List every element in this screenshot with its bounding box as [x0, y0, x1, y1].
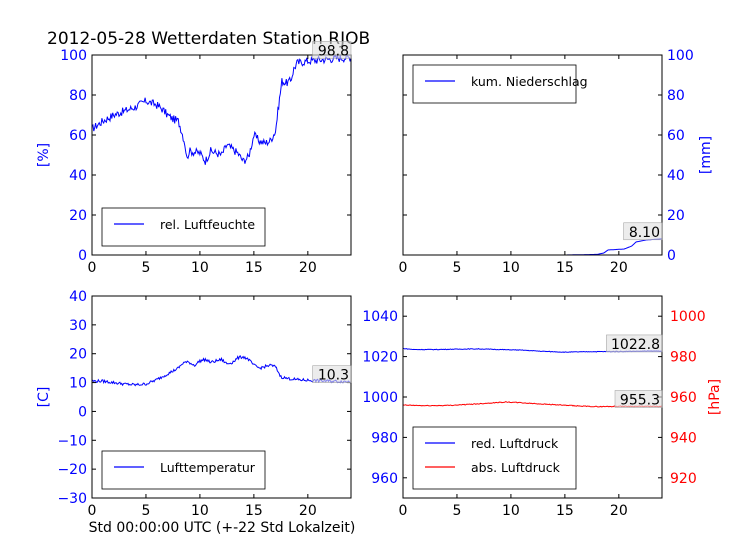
y-tick-label: 80	[667, 88, 685, 104]
y-tick-label: 40	[69, 168, 87, 184]
legend-label: kum. Niederschlag	[471, 74, 588, 89]
series-line-humidity-0	[92, 55, 351, 165]
x-tick-label: 5	[452, 260, 461, 276]
y-tick-label: 960	[371, 471, 398, 487]
legend-precipitation: kum. Niederschlag	[412, 64, 588, 104]
legend-label: Lufttemperatur	[160, 460, 256, 475]
y-axis-label-temperature: [C]	[36, 387, 52, 408]
y-axis-label-precipitation: [mm]	[698, 136, 714, 174]
y-tick-label: 100	[60, 48, 87, 64]
x-tick-label: 5	[141, 260, 150, 276]
x-tick-label: 5	[141, 503, 150, 519]
y-tick-label: 40	[69, 289, 87, 305]
x-tick-label: 0	[88, 503, 97, 519]
legend-box	[412, 64, 577, 104]
panel-precipitation: 0 5 10 15 20 0 20 40 60 80 100 [mm] 8.10 kum. Nieders…	[399, 48, 714, 276]
y-tick-label: 60	[69, 128, 87, 144]
last-value-label: 955.3	[620, 392, 660, 408]
panel-humidity: 0 5 10 15 20 0 20 40 60 80 100 [%] 98.8 rel. Luftfeuc…	[36, 41, 352, 276]
y-tick-label: 80	[69, 88, 87, 104]
x-tick-label: 15	[245, 260, 263, 276]
y-tick-label: 0	[78, 248, 87, 264]
y-tick-label: 20	[667, 208, 685, 224]
y2-axis-label-pressure: [hPa]	[707, 379, 723, 415]
y2-tick-label: 1000	[670, 309, 706, 325]
y-tick-label: −20	[57, 462, 87, 478]
y-tick-label: 10	[69, 376, 87, 392]
x-tick-label: 20	[299, 503, 317, 519]
axes-frame-temperature	[91, 295, 352, 499]
y-tick-label: 1020	[362, 350, 398, 366]
last-value-label: 98.8	[318, 43, 349, 59]
series-line-temperature-0	[92, 355, 351, 387]
legend-humidity: rel. Luftfeuchte	[101, 207, 266, 247]
y-tick-label: −30	[57, 491, 87, 507]
x-tick-label: 0	[399, 503, 408, 519]
y-tick-label: 40	[667, 168, 685, 184]
x-tick-label: 0	[399, 260, 408, 276]
figure-title: 2012-05-28 Wetterdaten Station RJOB	[47, 29, 370, 49]
y-axis-label-humidity: [%]	[36, 143, 52, 167]
last-value-label: 1022.8	[611, 337, 660, 353]
x-tick-label: 10	[502, 503, 520, 519]
last-value-label: 10.3	[318, 368, 349, 384]
y-tick-label: 100	[667, 48, 694, 64]
x-tick-label: 20	[610, 260, 628, 276]
y-tick-label: 1000	[362, 390, 398, 406]
y-tick-label: 0	[667, 248, 676, 264]
x-tick-label: 10	[502, 260, 520, 276]
x-axis-label: Std 00:00:00 UTC (+-22 Std Lokalzeit)	[89, 520, 356, 536]
x-tick-label: 15	[556, 503, 574, 519]
axes-frame-precipitation	[402, 54, 663, 256]
x-tick-label: 15	[556, 260, 574, 276]
y-tick-label: −10	[57, 433, 87, 449]
y-tick-label: 1040	[362, 309, 398, 325]
y-tick-label: 0	[78, 404, 87, 420]
y-tick-label: 60	[667, 128, 685, 144]
y2-tick-label: 920	[670, 471, 697, 487]
y-tick-label: 20	[69, 208, 87, 224]
y2-tick-label: 960	[670, 390, 697, 406]
x-tick-label: 15	[245, 503, 263, 519]
y-tick-label: 980	[371, 430, 398, 446]
axes-frame-humidity	[91, 54, 352, 256]
y-tick-label: 30	[69, 318, 87, 334]
legend-box	[101, 450, 266, 490]
x-tick-label: 5	[452, 503, 461, 519]
last-value-label: 8.10	[629, 225, 660, 241]
legend-label: abs. Luftdruck	[471, 460, 561, 475]
panel-temperature: 0 5 10 15 20 −30 −20 −10 0 10 20 30 40 [C] 10.3 Lufttem…	[36, 289, 352, 519]
x-tick-label: 10	[191, 503, 209, 519]
panel-pressure: 0 5 10 15 20 960 980 1000 1020 1040 920 940 960 980 10…	[362, 295, 723, 519]
legend-label: red. Luftdruck	[471, 436, 559, 451]
x-tick-label: 20	[299, 260, 317, 276]
legend-box	[412, 426, 577, 490]
legend-temperature: Lufttemperatur	[101, 450, 266, 490]
x-tick-label: 0	[88, 260, 97, 276]
x-tick-label: 10	[191, 260, 209, 276]
x-tick-label: 20	[610, 503, 628, 519]
legend-pressure: red. Luftdruck abs. Luftdruck	[412, 426, 577, 490]
y2-tick-label: 980	[670, 350, 697, 366]
y2-tick-label: 940	[670, 430, 697, 446]
y-tick-label: 20	[69, 347, 87, 363]
series-line-precipitation-0	[403, 238, 662, 255]
legend-label: rel. Luftfeuchte	[160, 217, 255, 232]
legend-box	[101, 207, 266, 247]
